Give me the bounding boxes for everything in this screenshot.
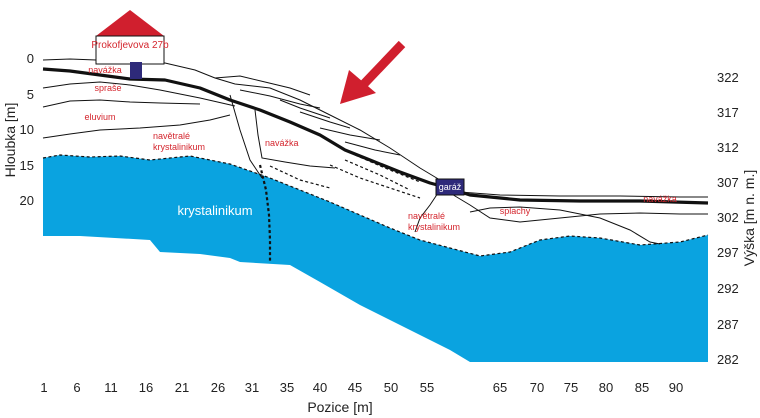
terrace-5 (319, 127, 381, 141)
house-foundation (130, 62, 142, 79)
house-body (95, 35, 165, 65)
label-navazka-mid: navážka (265, 138, 299, 148)
left-tick-3: 15 (20, 158, 34, 173)
x-tick-3: 16 (139, 380, 153, 395)
x-tick-4: 21 (175, 380, 189, 395)
slip-3 (344, 159, 411, 191)
right-lower-line (444, 189, 708, 223)
x-tick-1: 6 (73, 380, 80, 395)
label-navetrale-2: navětralé (408, 211, 445, 221)
terrace-6 (344, 141, 401, 156)
x-axis-ticks: 1 6 11 16 21 26 31 35 40 45 50 55 65 70 75 80 85 90 (40, 380, 683, 395)
x-tick-17: 90 (669, 380, 683, 395)
left-axis-ticks: 0 5 10 15 20 (20, 51, 34, 208)
label-navetrale-1: navětralé (153, 131, 190, 141)
right-tick-6: 292 (717, 281, 739, 296)
left-axis-title: Hloubka [m] (2, 103, 18, 178)
weathered-left-bound (229, 94, 263, 179)
x-tick-10: 50 (384, 380, 398, 395)
sprase-base (42, 81, 236, 107)
right-tick-2: 312 (717, 140, 739, 155)
slip-4 (354, 154, 421, 183)
x-tick-7: 35 (280, 380, 294, 395)
label-navazka-right: navážka (643, 194, 677, 204)
right-tick-7: 287 (717, 317, 739, 332)
x-tick-2: 11 (104, 380, 118, 395)
house-label: Prokofjevova 27b (91, 40, 169, 51)
right-tick-0: 322 (717, 70, 739, 85)
right-tick-5: 297 (717, 245, 739, 260)
left-tick-0: 0 (27, 51, 34, 66)
terrace-1 (214, 75, 311, 96)
x-tick-5: 26 (211, 380, 225, 395)
x-tick-8: 40 (313, 380, 327, 395)
splachy-pocket (469, 206, 661, 245)
fault-line (258, 164, 272, 262)
right-axis-ticks: 322 317 312 307 302 297 292 287 282 (717, 70, 739, 367)
label-navetrale-2b: krystalinikum (408, 222, 460, 232)
left-tick-4: 20 (20, 193, 34, 208)
x-tick-13: 70 (530, 380, 544, 395)
x-tick-15: 80 (599, 380, 613, 395)
garage-label: garáž (439, 182, 462, 192)
surface-line (42, 58, 708, 198)
fill-base-line (42, 67, 709, 205)
x-tick-14: 75 (564, 380, 578, 395)
landslide-arrow-icon (340, 40, 406, 104)
right-tick-1: 317 (717, 105, 739, 120)
x-tick-11: 55 (420, 380, 434, 395)
bedrock-krystalinikum (43, 155, 708, 362)
label-krystalinikum: krystalinikum (177, 203, 252, 218)
fill-pocket (254, 109, 336, 169)
right-weathered-base (414, 189, 441, 233)
x-tick-6: 31 (245, 380, 259, 395)
label-splachy: splachy (500, 206, 531, 216)
terrace-4 (299, 111, 351, 129)
x-axis-title: Pozice [m] (307, 399, 372, 415)
x-tick-16: 85 (635, 380, 649, 395)
right-tick-4: 302 (717, 210, 739, 225)
terrace-3 (279, 99, 331, 119)
x-tick-12: 65 (493, 380, 507, 395)
left-tick-2: 10 (20, 122, 34, 137)
label-navazka-top: navážka (88, 65, 122, 75)
terrace-2 (239, 89, 321, 109)
right-tick-3: 307 (717, 175, 739, 190)
x-tick-9: 45 (348, 380, 362, 395)
slip-1 (269, 165, 331, 189)
label-eluvium: eluvium (84, 112, 115, 122)
weathered-top (42, 114, 231, 139)
right-axis-title: Výška [m n. m.] (741, 170, 757, 266)
label-navetrale-1b: krystalinikum (153, 142, 205, 152)
house-roof (96, 10, 164, 36)
right-tick-8: 282 (717, 352, 739, 367)
left-tick-1: 5 (27, 87, 34, 102)
x-tick-0: 1 (40, 380, 47, 395)
eluvium-base (42, 99, 201, 108)
bedrock-boundary (42, 154, 709, 257)
slip-2 (329, 164, 421, 199)
garage-box (435, 178, 465, 196)
label-sprase: spraše (94, 83, 121, 93)
